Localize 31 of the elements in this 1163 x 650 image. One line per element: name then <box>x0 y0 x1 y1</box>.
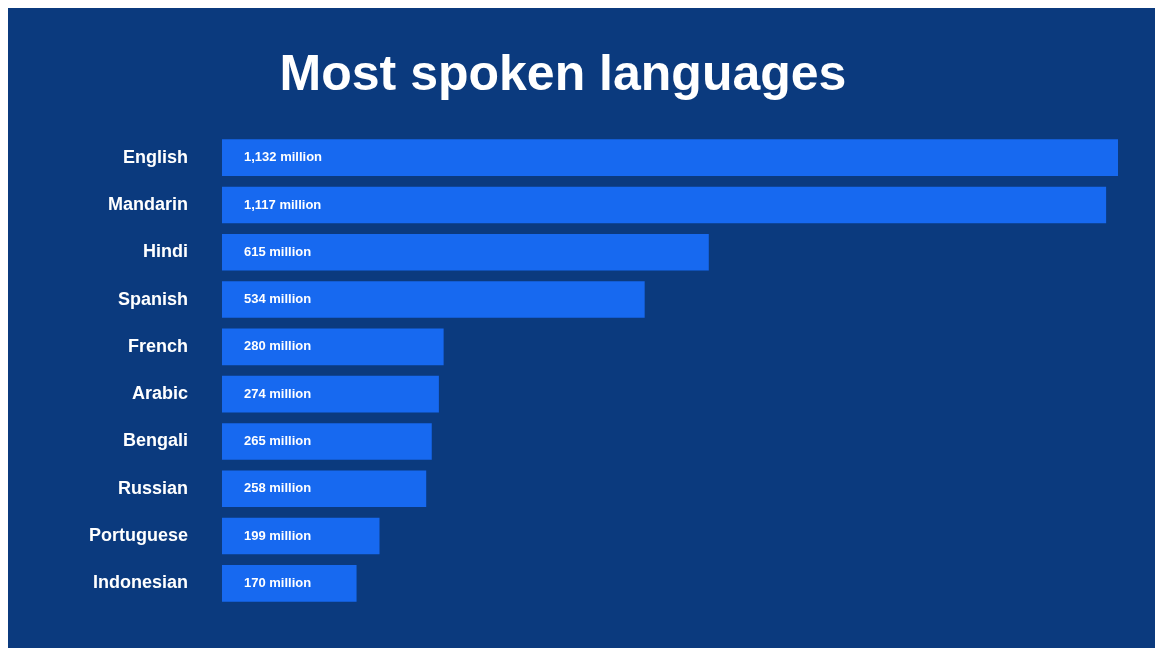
y-tick-label: Portuguese <box>88 525 188 546</box>
bar <box>222 186 1107 224</box>
y-tick-label: Bengali <box>122 430 188 451</box>
y-tick-label: Mandarin <box>107 193 188 214</box>
data-label: 265 million <box>244 433 312 449</box>
y-tick-label: Indonesian <box>92 572 188 593</box>
y-tick-label: Russian <box>117 477 188 498</box>
bar <box>222 281 645 318</box>
data-label: 274 million <box>244 385 312 401</box>
data-label: 534 million <box>244 291 312 307</box>
data-label: 170 million <box>244 574 312 590</box>
y-tick-label: French <box>127 335 188 356</box>
data-label: 258 million <box>244 480 312 496</box>
bar <box>222 139 1118 176</box>
y-tick-label: Arabic <box>131 383 188 404</box>
bar <box>222 233 709 271</box>
bar <box>222 470 427 508</box>
bar <box>222 565 357 602</box>
y-tick-label: English <box>122 146 188 167</box>
bar <box>222 423 432 460</box>
data-label: 1,117 million <box>244 196 322 212</box>
bar <box>222 328 444 366</box>
chart-title: Most spoken languages <box>279 44 847 101</box>
data-label: 280 million <box>244 338 312 354</box>
data-label: 1,132 million <box>244 149 323 165</box>
data-label: 199 million <box>244 527 312 543</box>
y-tick-label: Hindi <box>143 241 188 262</box>
y-tick-label: Spanish <box>117 288 188 309</box>
bar <box>222 375 439 413</box>
bar <box>222 517 380 555</box>
data-label: 615 million <box>244 243 312 259</box>
